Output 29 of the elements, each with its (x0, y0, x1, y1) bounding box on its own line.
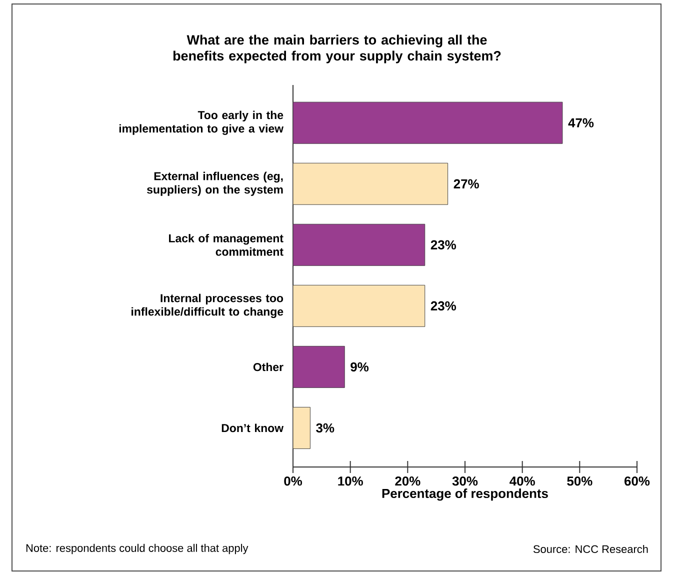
data-label: 27% (454, 179, 479, 188)
bar (292, 224, 426, 266)
data-label: 23% (430, 240, 456, 250)
y-tick-label: Lack of management commitment (169, 234, 284, 256)
bar (292, 346, 345, 388)
x-tick-label: 50% (567, 476, 592, 486)
x-axis-title: Percentage of respondents (382, 488, 548, 501)
bar (292, 162, 448, 205)
y-tick-label: Other (253, 362, 284, 372)
y-tick-label: Too early in the implementation to give a view (119, 110, 284, 135)
source-note: Source: NCC Research (533, 544, 648, 554)
y-tick-label: External influences (eg, suppliers) on the system (147, 172, 283, 196)
bar (292, 406, 310, 449)
y-tick-label: Don’t know (222, 424, 284, 432)
x-tick-label: 0% (284, 476, 302, 486)
text: Note: respondents could choose all that apply (26, 544, 248, 554)
y-tick-label: Internal processes too inflexible/difficult to change (132, 294, 284, 318)
data-label: 9% (350, 362, 369, 372)
data-label: 3% (316, 423, 334, 433)
x-tick-label: 10% (338, 476, 363, 486)
x-tick-label: 20% (395, 476, 420, 486)
x-tick-label: 30% (452, 476, 478, 486)
data-label: 23% (430, 301, 456, 310)
x-tick-label: 40% (510, 476, 535, 486)
x-tick-label: 60% (624, 476, 650, 486)
chart-title: What are the main barriers to achieving all the benefits expected from your supply chain system? (173, 34, 501, 64)
bar (292, 284, 426, 327)
bar (292, 102, 563, 144)
data-label: 47% (568, 118, 594, 128)
